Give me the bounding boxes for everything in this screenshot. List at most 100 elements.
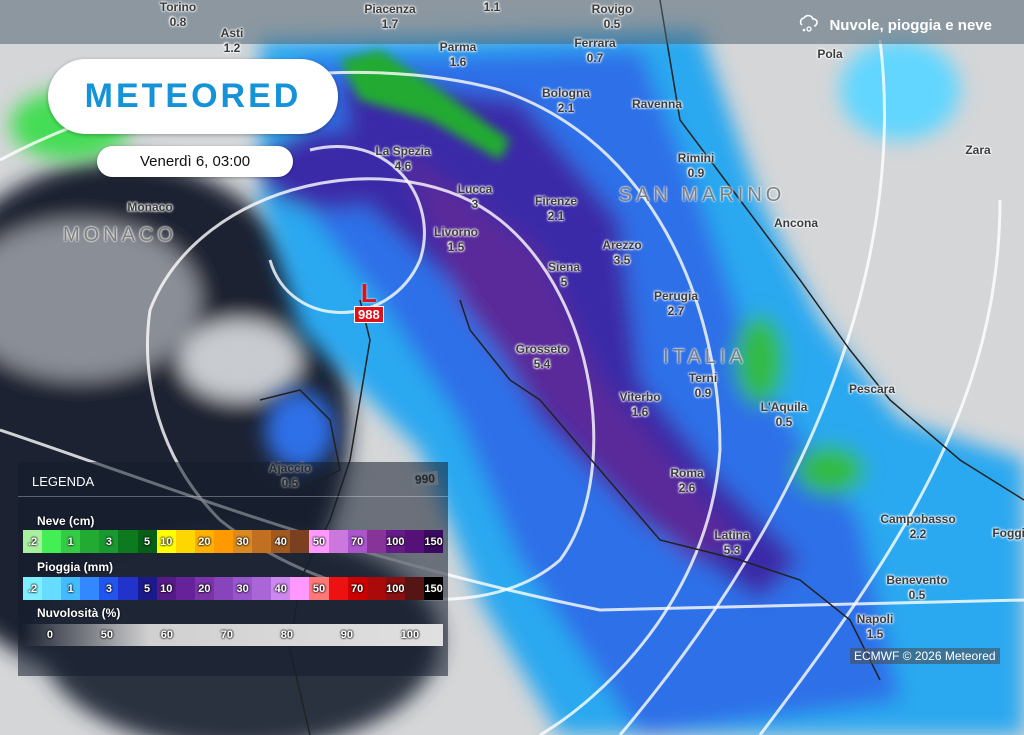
legend-panel: LEGENDA Neve (cm) .2 1 3 5 10 20 30 40 50 70 100 15… xyxy=(18,462,448,676)
rain-scale-cell xyxy=(213,577,234,600)
city-label[interactable]: Roma2.6 xyxy=(670,466,703,496)
city-label[interactable]: Perugia2.7 xyxy=(654,289,698,319)
precip-value: 3 xyxy=(458,197,493,212)
snow-scale-cell: 100 xyxy=(385,530,405,553)
precip-value: 5.3 xyxy=(714,543,749,558)
cloud-legend-label: Nuvolosità (%) xyxy=(37,606,121,620)
city-name: Livorno xyxy=(434,225,478,239)
cloud-scale-label: 90 xyxy=(340,629,353,641)
snow-scale-cell xyxy=(252,530,272,553)
city-name: Arezzo xyxy=(602,238,642,252)
snow-scale-cell xyxy=(42,530,62,553)
city-label[interactable]: Benevento0.5 xyxy=(886,573,947,603)
rain-scale-cell xyxy=(252,577,272,600)
precip-value: 1.6 xyxy=(440,55,477,70)
snow-scale-cell xyxy=(118,530,138,553)
city-name: Zara xyxy=(965,143,991,157)
city-label[interactable]: Campobasso2.2 xyxy=(880,512,955,542)
precip-value: 0.8 xyxy=(160,15,196,30)
rain-scale-cell xyxy=(118,577,138,600)
precip-value: 2.2 xyxy=(880,527,955,542)
forecast-datetime[interactable]: Venerdì 6, 03:00 xyxy=(97,146,293,177)
city-label[interactable]: Siena5 xyxy=(548,260,580,290)
city-label[interactable]: Ancona xyxy=(774,216,818,231)
city-label[interactable]: Viterbo1.6 xyxy=(619,390,660,420)
rain-scale-cell xyxy=(175,577,195,600)
city-name: Pescara xyxy=(848,382,896,396)
cloud-rain-snow-icon xyxy=(797,13,819,37)
city-label[interactable]: Napoli1.5 xyxy=(857,612,894,642)
city-label[interactable]: Asti1.2 xyxy=(221,26,244,56)
country-label-italia: ITALIA xyxy=(663,346,747,368)
cloud-scale-label: 80 xyxy=(280,629,293,641)
city-label[interactable]: Monaco xyxy=(127,200,172,215)
precip-value: 1.7 xyxy=(364,17,415,32)
cloud-cover-scale: 0 50 60 70 80 90 100 xyxy=(23,624,443,646)
city-label[interactable]: Ravenna xyxy=(632,97,682,112)
rain-scale-cell xyxy=(80,577,100,600)
precip-value: 2.1 xyxy=(535,209,577,224)
snow-scale-cell: 150 xyxy=(423,530,444,553)
city-name: Asti xyxy=(220,26,244,40)
precip-value: 2.1 xyxy=(542,101,590,116)
city-label[interactable]: 1.1 xyxy=(484,0,501,15)
rain-scale-cell: 100 xyxy=(385,577,405,600)
snow-scale-cell: 5 xyxy=(137,530,157,553)
snow-scale-cell: 10 xyxy=(156,530,176,553)
precip-value: 2.6 xyxy=(670,481,703,496)
rain-scale-cell: 30 xyxy=(233,577,253,600)
rain-scale-cell: 50 xyxy=(309,577,329,600)
city-name: Rovigo xyxy=(591,2,633,16)
legend-title: LEGENDA xyxy=(32,474,95,489)
city-label[interactable]: Arezzo3.5 xyxy=(602,238,641,268)
city-label[interactable]: Piacenza1.7 xyxy=(364,2,415,32)
layer-title: Nuvole, pioggia e neve xyxy=(829,16,992,34)
city-label[interactable]: Pola xyxy=(817,47,842,62)
city-label[interactable]: Torino0.8 xyxy=(160,0,196,30)
city-label[interactable]: Rovigo0.5 xyxy=(592,2,633,32)
precip-value: 0.7 xyxy=(574,51,615,66)
country-label-san-marino: SAN MARINO xyxy=(618,184,786,206)
low-pressure-marker[interactable]: L 988 xyxy=(354,280,384,324)
city-name: Latina xyxy=(714,528,750,542)
city-label[interactable]: Rimini0.9 xyxy=(678,151,715,181)
city-label[interactable]: Pescara xyxy=(849,382,895,397)
city-label[interactable]: Latina5.3 xyxy=(714,528,749,558)
city-label[interactable]: Ferrara0.7 xyxy=(574,36,615,66)
rain-legend-label: Pioggia (mm) xyxy=(37,560,114,574)
city-name: Lucca xyxy=(457,182,493,196)
city-name: Benevento xyxy=(886,573,948,587)
city-label[interactable]: Firenze2.1 xyxy=(535,194,577,224)
snow-scale-cell: .2 xyxy=(23,530,43,553)
snow-scale-cell: 70 xyxy=(347,530,367,553)
meteored-logo[interactable]: METEORED xyxy=(48,59,338,134)
city-label[interactable]: La Spezia4.6 xyxy=(375,144,430,174)
rain-scale-cell: 3 xyxy=(99,577,119,600)
city-label[interactable]: Terni0.9 xyxy=(689,371,717,401)
snow-layer xyxy=(340,50,510,160)
snow-scale-cell xyxy=(80,530,100,553)
snow-scale-cell: 50 xyxy=(309,530,329,553)
city-label[interactable]: Livorno1.5 xyxy=(434,225,478,255)
legend-divider xyxy=(18,496,448,497)
rain-scale-cell: .2 xyxy=(23,577,43,600)
city-label[interactable]: Foggia xyxy=(992,526,1024,541)
snow-scale-cell: 1 xyxy=(61,530,81,553)
layer-selector[interactable]: Nuvole, pioggia e neve xyxy=(797,13,992,37)
city-label[interactable]: Grosseto5.4 xyxy=(516,342,569,372)
city-label[interactable]: Bologna2.1 xyxy=(542,86,590,116)
snow-scale-cell xyxy=(290,530,310,553)
city-label[interactable]: Lucca3 xyxy=(458,182,493,212)
precip-value: 0.9 xyxy=(678,166,715,181)
city-name: Foggia xyxy=(992,526,1024,540)
low-pressure-symbol: L xyxy=(360,278,377,308)
city-name: Perugia xyxy=(653,289,699,303)
city-label[interactable]: L'Aquila0.5 xyxy=(761,400,808,430)
precip-value: 1.6 xyxy=(619,405,660,420)
snow-scale-cell xyxy=(366,530,386,553)
city-label[interactable]: Parma1.6 xyxy=(440,40,477,70)
snow-scale-cell: 20 xyxy=(194,530,214,553)
city-label[interactable]: Zara xyxy=(965,143,990,158)
rain-scale-cell: 20 xyxy=(194,577,214,600)
city-name: Terni xyxy=(688,371,718,385)
